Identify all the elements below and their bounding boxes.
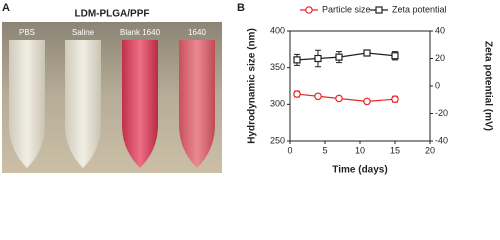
x-tick-label: 15 bbox=[390, 145, 400, 155]
y-tick-label: 350 bbox=[270, 62, 285, 72]
legend-marker bbox=[305, 6, 313, 14]
y2-tick-label: -20 bbox=[435, 108, 448, 118]
legend-marker bbox=[375, 6, 383, 14]
marker bbox=[391, 95, 399, 104]
y-tick-label: 400 bbox=[270, 25, 285, 35]
series-line bbox=[296, 93, 396, 103]
marker bbox=[314, 54, 322, 63]
legend-label: Particle size bbox=[322, 4, 371, 14]
marker bbox=[335, 94, 343, 103]
tube-label: Saline bbox=[72, 28, 95, 37]
y2-tick-label: 40 bbox=[435, 25, 445, 35]
marker bbox=[314, 92, 322, 101]
x-tick-label: 5 bbox=[322, 145, 327, 155]
marker bbox=[293, 90, 301, 98]
marker bbox=[391, 52, 399, 60]
plot-frame bbox=[289, 30, 431, 142]
tube-label: Blank 1640 bbox=[120, 28, 161, 37]
marker bbox=[363, 49, 371, 57]
series-line bbox=[296, 52, 396, 61]
tube-label: 1640 bbox=[188, 28, 206, 37]
tube bbox=[122, 40, 158, 168]
panel-label: B bbox=[237, 2, 245, 14]
y2-tick-label: 20 bbox=[435, 53, 445, 63]
tube bbox=[9, 40, 45, 168]
tube-label: PBS bbox=[19, 28, 35, 37]
marker bbox=[293, 56, 301, 64]
y-axis-label: Hydrodynamic size (nm) bbox=[247, 28, 258, 144]
x-tick-label: 10 bbox=[355, 145, 365, 155]
marker bbox=[335, 53, 343, 61]
y-tick-label: 250 bbox=[270, 135, 285, 145]
x-tick-label: 20 bbox=[425, 145, 435, 155]
tube bbox=[179, 40, 215, 168]
photo-title: LDM-PLGA/PPF bbox=[75, 9, 150, 20]
y2-axis-label: Zeta potential (mV) bbox=[482, 41, 493, 131]
figure: A B LDM-PLGA/PPF PBS Saline Blank 1640 1… bbox=[2, 2, 493, 176]
panel-label: A bbox=[2, 2, 10, 14]
x-tick-label: 0 bbox=[287, 145, 292, 155]
x-axis-label: Time (days) bbox=[332, 165, 387, 176]
y2-tick-label: 0 bbox=[435, 80, 440, 90]
y-tick-label: 300 bbox=[270, 99, 285, 109]
legend-label: Zeta potential bbox=[392, 4, 447, 14]
marker bbox=[363, 97, 371, 106]
y2-tick-label: -40 bbox=[435, 135, 448, 145]
tube bbox=[65, 40, 101, 168]
